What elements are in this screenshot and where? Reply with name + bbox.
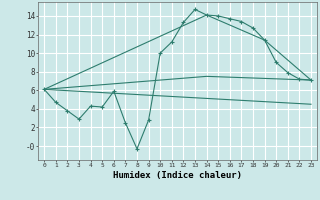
X-axis label: Humidex (Indice chaleur): Humidex (Indice chaleur)	[113, 171, 242, 180]
